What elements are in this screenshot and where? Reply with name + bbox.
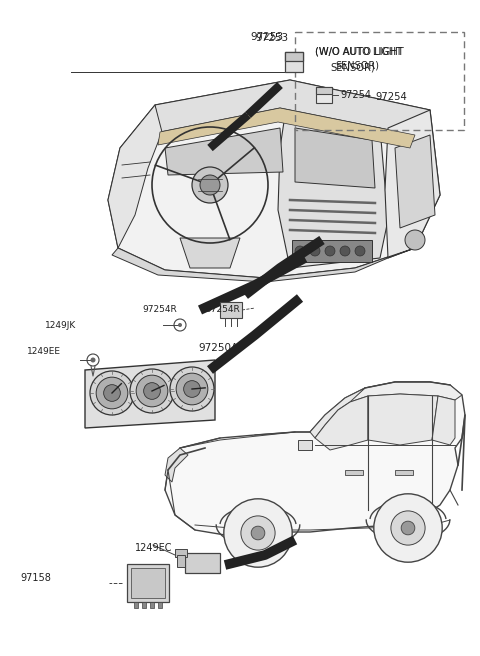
Bar (316, 87, 332, 103)
Circle shape (192, 167, 228, 203)
Circle shape (251, 526, 265, 540)
Circle shape (401, 521, 415, 535)
Bar (285, 52, 303, 61)
Polygon shape (155, 80, 430, 135)
Circle shape (325, 246, 335, 256)
Bar (127, 564, 169, 602)
Text: 1249EC: 1249EC (135, 543, 172, 553)
Text: (W/O AUTO LIGHT: (W/O AUTO LIGHT (315, 47, 402, 57)
Polygon shape (295, 128, 375, 188)
Text: 97254R: 97254R (142, 304, 177, 314)
Bar (158, 602, 162, 608)
Bar (134, 602, 138, 608)
Text: 97253: 97253 (255, 33, 288, 43)
Circle shape (310, 246, 320, 256)
Circle shape (391, 511, 425, 545)
Text: 1249JK: 1249JK (45, 321, 76, 329)
Bar (316, 87, 332, 94)
Bar (285, 52, 303, 72)
Polygon shape (368, 394, 438, 445)
Circle shape (355, 246, 365, 256)
Polygon shape (310, 388, 365, 438)
Bar (175, 549, 187, 557)
Text: 97254: 97254 (340, 90, 371, 100)
Polygon shape (165, 128, 283, 175)
Text: 97254: 97254 (375, 92, 407, 102)
Polygon shape (112, 248, 415, 282)
Bar (292, 240, 372, 262)
Polygon shape (395, 135, 435, 228)
Text: 1249EE: 1249EE (27, 348, 61, 356)
Text: 97253: 97253 (250, 32, 283, 42)
Circle shape (405, 230, 425, 250)
Circle shape (374, 494, 442, 562)
Polygon shape (278, 115, 388, 268)
Text: SENSOR): SENSOR) (335, 60, 379, 70)
Polygon shape (338, 382, 462, 410)
Polygon shape (185, 553, 220, 573)
Circle shape (91, 358, 96, 363)
Text: SENSOR): SENSOR) (330, 63, 375, 73)
Circle shape (170, 367, 214, 411)
Polygon shape (158, 108, 415, 148)
Polygon shape (165, 448, 188, 482)
Bar (131, 568, 165, 598)
Circle shape (241, 516, 275, 550)
Circle shape (200, 175, 220, 195)
Bar (220, 302, 242, 318)
Bar (395, 470, 413, 475)
Circle shape (96, 377, 128, 409)
Circle shape (295, 246, 305, 256)
Circle shape (184, 380, 200, 398)
Bar (150, 602, 154, 608)
Circle shape (136, 375, 168, 407)
Circle shape (178, 323, 182, 327)
Circle shape (224, 499, 292, 567)
Text: 97250A: 97250A (198, 343, 238, 353)
Text: (W/O AUTO LIGHT: (W/O AUTO LIGHT (315, 47, 404, 57)
Polygon shape (165, 382, 465, 535)
Polygon shape (315, 396, 368, 450)
Text: 97254R: 97254R (205, 304, 240, 314)
Bar (142, 602, 146, 608)
Polygon shape (108, 80, 440, 278)
Circle shape (340, 246, 350, 256)
Polygon shape (108, 105, 162, 248)
Polygon shape (432, 396, 455, 445)
Bar (177, 555, 185, 567)
Polygon shape (180, 238, 240, 268)
Circle shape (144, 382, 160, 400)
Text: 97158: 97158 (20, 573, 51, 583)
Bar (345, 470, 363, 475)
Circle shape (130, 369, 174, 413)
Polygon shape (385, 110, 440, 258)
Circle shape (104, 384, 120, 401)
Bar (298, 440, 312, 450)
Circle shape (176, 373, 208, 405)
Circle shape (90, 371, 134, 415)
Bar (295, 32, 464, 130)
Polygon shape (85, 360, 215, 428)
